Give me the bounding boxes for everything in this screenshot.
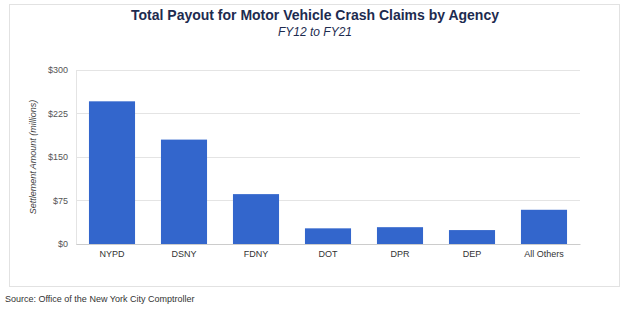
x-tick: NYPD [99, 244, 125, 259]
x-tick-label: DPR [390, 249, 410, 259]
x-tick-label: DOT [319, 249, 339, 259]
y-axis-title: Settlement Amount (millions) [28, 100, 38, 215]
source: Source: Office of the New York City Comp… [5, 294, 194, 304]
bar [89, 101, 135, 244]
x-tick-label: DSNY [171, 249, 196, 259]
x-tick-label: All Others [524, 249, 564, 259]
x-axis: NYPD DSNY FDNY DOT DPR DEP All Others [77, 244, 581, 259]
x-tick-label: FDNY [244, 249, 269, 259]
bar [233, 194, 279, 244]
x-tick-label: DEP [463, 249, 482, 259]
y-tick: $225 [48, 109, 76, 119]
bar [449, 230, 495, 244]
bars [89, 101, 567, 244]
y-axis: $0 $75 $150 $225 $300 [48, 65, 77, 249]
subtitle: FY12 to FY21 [278, 25, 352, 39]
y-tick: $150 [48, 152, 76, 162]
y-axis-line [76, 71, 77, 245]
x-tick: DEP [463, 244, 482, 259]
x-tick: DSNY [171, 244, 196, 259]
bar [161, 140, 207, 244]
grid-line [76, 70, 580, 71]
grid-line [76, 113, 580, 114]
y-tick-label: $150 [48, 152, 68, 162]
x-tick: DOT [319, 244, 339, 259]
chart-frame [10, 5, 620, 287]
y-tick-label: $75 [53, 196, 68, 206]
bar [305, 228, 351, 244]
x-tick: DPR [390, 244, 410, 259]
title: Total Payout for Motor Vehicle Crash Cla… [131, 7, 499, 23]
y-tick: $0 [58, 239, 76, 249]
x-tick-label: NYPD [99, 249, 125, 259]
x-axis-line [77, 244, 581, 245]
grid [76, 70, 580, 244]
y-tick: $75 [53, 196, 76, 206]
y-tick-label: $0 [58, 239, 68, 249]
x-tick: FDNY [244, 244, 269, 259]
grid-line [76, 200, 580, 201]
x-tick: All Others [524, 244, 564, 259]
y-tick: $300 [48, 65, 76, 75]
bar [521, 210, 567, 244]
y-tick-label: $300 [48, 65, 68, 75]
bar [377, 227, 423, 244]
y-tick-label: $225 [48, 109, 68, 119]
grid-line [76, 157, 580, 158]
chart-svg: Total Payout for Motor Vehicle Crash Cla… [0, 0, 624, 312]
